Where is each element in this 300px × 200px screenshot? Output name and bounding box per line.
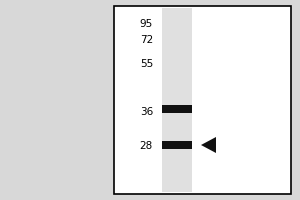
Bar <box>162 8 192 192</box>
Text: 36: 36 <box>140 107 153 117</box>
Text: 28: 28 <box>140 141 153 151</box>
Bar <box>162 141 192 149</box>
FancyArrow shape <box>201 137 216 153</box>
Bar <box>162 105 192 113</box>
Text: 55: 55 <box>140 59 153 69</box>
Text: 72: 72 <box>140 35 153 45</box>
Text: 95: 95 <box>140 19 153 29</box>
Bar <box>114 6 291 194</box>
